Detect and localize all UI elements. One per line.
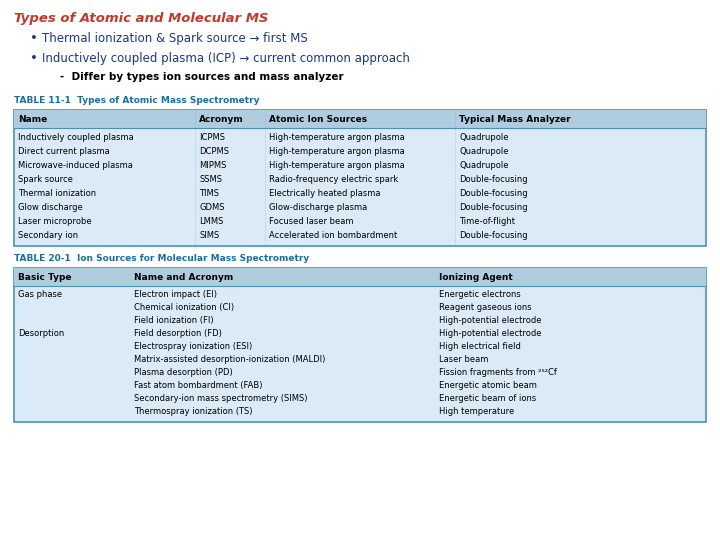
Text: High-temperature argon plasma: High-temperature argon plasma — [269, 132, 405, 141]
Text: Field desorption (FD): Field desorption (FD) — [134, 329, 222, 338]
Text: Secondary-ion mass spectrometry (SIMS): Secondary-ion mass spectrometry (SIMS) — [134, 394, 307, 403]
Text: Radio-frequency electric spark: Radio-frequency electric spark — [269, 174, 398, 184]
Text: Fission fragments from ²⁵²Cf: Fission fragments from ²⁵²Cf — [439, 368, 557, 377]
Bar — [14, 110, 706, 128]
Text: Types of Atomic and Molecular MS: Types of Atomic and Molecular MS — [14, 12, 269, 25]
Text: Glow-discharge plasma: Glow-discharge plasma — [269, 202, 367, 212]
Text: High-potential electrode: High-potential electrode — [439, 316, 541, 325]
Text: High-temperature argon plasma: High-temperature argon plasma — [269, 160, 405, 170]
Text: TABLE 11-1  Types of Atomic Mass Spectrometry: TABLE 11-1 Types of Atomic Mass Spectrom… — [14, 96, 259, 105]
Bar — [14, 268, 706, 422]
Text: Thermospray ionization (TS): Thermospray ionization (TS) — [134, 407, 253, 416]
Text: Thermal ionization: Thermal ionization — [18, 188, 96, 198]
Text: Energetic beam of ions: Energetic beam of ions — [439, 394, 536, 403]
Text: Field ionization (FI): Field ionization (FI) — [134, 316, 214, 325]
Text: Name and Acronym: Name and Acronym — [134, 273, 233, 281]
Text: Matrix-assisted desorption-ionization (MALDI): Matrix-assisted desorption-ionization (M… — [134, 355, 325, 364]
Text: Direct current plasma: Direct current plasma — [18, 146, 109, 156]
Text: GDMS: GDMS — [199, 202, 225, 212]
Bar — [14, 268, 706, 286]
Text: Time-of-flight: Time-of-flight — [459, 217, 515, 226]
Text: SIMS: SIMS — [199, 231, 220, 240]
Text: Basic Type: Basic Type — [18, 273, 71, 281]
Text: High electrical field: High electrical field — [439, 342, 521, 351]
Text: Glow discharge: Glow discharge — [18, 202, 83, 212]
Text: Electrospray ionization (ESI): Electrospray ionization (ESI) — [134, 342, 252, 351]
Text: ICPMS: ICPMS — [199, 132, 225, 141]
Text: MIPMS: MIPMS — [199, 160, 226, 170]
Text: Acronym: Acronym — [199, 114, 244, 124]
Text: Atomic Ion Sources: Atomic Ion Sources — [269, 114, 367, 124]
Text: Double-focusing: Double-focusing — [459, 231, 528, 240]
Text: LMMS: LMMS — [199, 217, 223, 226]
Text: Focused laser beam: Focused laser beam — [269, 217, 354, 226]
Text: SSMS: SSMS — [199, 174, 222, 184]
Text: Gas phase: Gas phase — [18, 290, 62, 299]
Text: Double-focusing: Double-focusing — [459, 202, 528, 212]
Text: Quadrupole: Quadrupole — [459, 160, 508, 170]
Text: Double-focusing: Double-focusing — [459, 188, 528, 198]
Text: TIMS: TIMS — [199, 188, 219, 198]
Text: Microwave-induced plasma: Microwave-induced plasma — [18, 160, 133, 170]
Text: Thermal ionization & Spark source → first MS: Thermal ionization & Spark source → firs… — [42, 32, 307, 45]
Text: Spark source: Spark source — [18, 174, 73, 184]
Text: Typical Mass Analyzer: Typical Mass Analyzer — [459, 114, 571, 124]
Text: Accelerated ion bombardment: Accelerated ion bombardment — [269, 231, 397, 240]
Text: High-temperature argon plasma: High-temperature argon plasma — [269, 146, 405, 156]
Text: Laser beam: Laser beam — [439, 355, 488, 364]
Text: Name: Name — [18, 114, 48, 124]
Text: High-potential electrode: High-potential electrode — [439, 329, 541, 338]
Text: Inductively coupled plasma (ICP) → current common approach: Inductively coupled plasma (ICP) → curre… — [42, 52, 410, 65]
Text: Laser microprobe: Laser microprobe — [18, 217, 91, 226]
Text: TABLE 20-1  Ion Sources for Molecular Mass Spectrometry: TABLE 20-1 Ion Sources for Molecular Mas… — [14, 254, 310, 263]
Text: Reagent gaseous ions: Reagent gaseous ions — [439, 303, 531, 312]
Text: Ionizing Agent: Ionizing Agent — [439, 273, 513, 281]
Text: Secondary ion: Secondary ion — [18, 231, 78, 240]
Text: Energetic atomic beam: Energetic atomic beam — [439, 381, 537, 390]
Text: DCPMS: DCPMS — [199, 146, 229, 156]
Text: Plasma desorption (PD): Plasma desorption (PD) — [134, 368, 233, 377]
Text: Fast atom bombardment (FAB): Fast atom bombardment (FAB) — [134, 381, 263, 390]
Text: Desorption: Desorption — [18, 329, 64, 338]
Text: •: • — [30, 52, 38, 65]
Text: Double-focusing: Double-focusing — [459, 174, 528, 184]
Text: Energetic electrons: Energetic electrons — [439, 290, 521, 299]
Text: Inductively coupled plasma: Inductively coupled plasma — [18, 132, 134, 141]
Text: -  Differ by types ion sources and mass analyzer: - Differ by types ion sources and mass a… — [60, 72, 343, 82]
Bar — [14, 110, 706, 246]
Text: High temperature: High temperature — [439, 407, 514, 416]
Text: •: • — [30, 32, 38, 45]
Text: Quadrupole: Quadrupole — [459, 146, 508, 156]
Text: Electron impact (EI): Electron impact (EI) — [134, 290, 217, 299]
Text: Quadrupole: Quadrupole — [459, 132, 508, 141]
Text: Chemical ionization (CI): Chemical ionization (CI) — [134, 303, 234, 312]
Text: Electrically heated plasma: Electrically heated plasma — [269, 188, 380, 198]
